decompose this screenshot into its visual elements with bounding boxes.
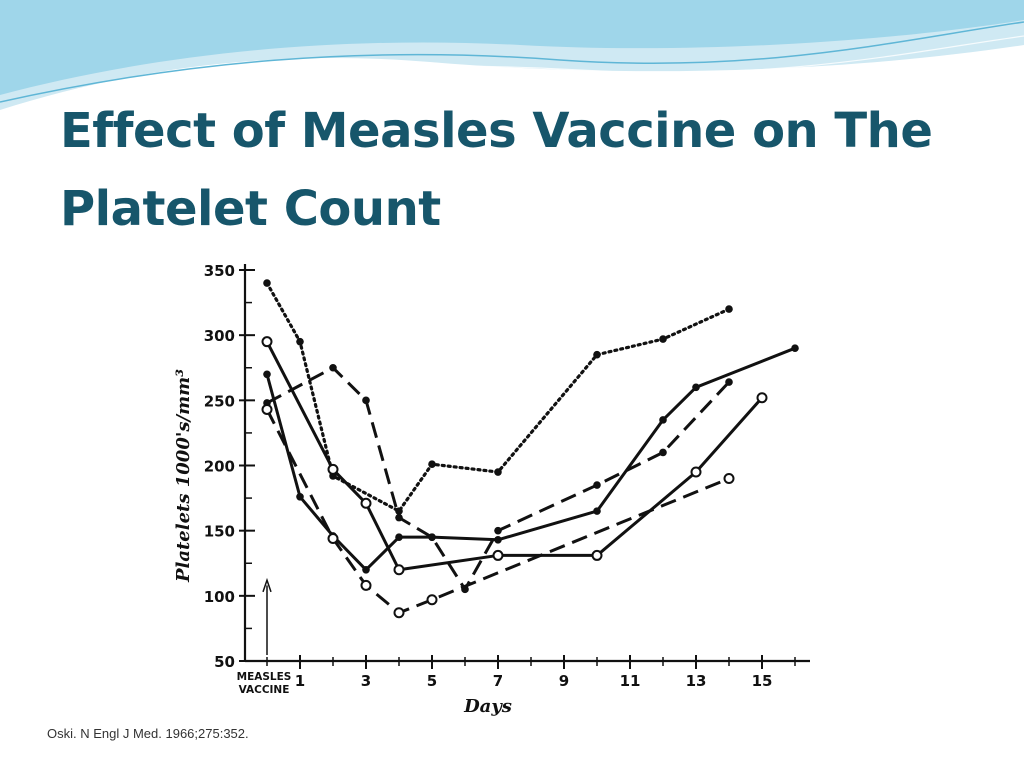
data-point [692, 383, 700, 392]
data-point [659, 335, 667, 343]
x-tick-label: 5 [427, 672, 437, 690]
x-tick-label: 13 [686, 672, 707, 690]
data-point [426, 594, 438, 606]
series-line-4 [265, 346, 796, 572]
x-tick-label: 15 [752, 672, 773, 690]
data-point [261, 336, 273, 348]
y-axis-label: Platelets 1000's/mm³ [173, 369, 194, 583]
data-point [494, 535, 502, 544]
data-point [591, 549, 603, 561]
data-point [395, 533, 403, 541]
data-point [263, 279, 271, 287]
y-tick-label: 350 [204, 262, 235, 280]
data-point [593, 507, 601, 515]
series-line-3 [265, 340, 764, 572]
y-tick-label: 200 [204, 458, 235, 476]
data-point [395, 513, 403, 522]
x-tick-label: 1 [295, 672, 305, 690]
y-tick-label: 100 [204, 588, 235, 606]
y-tick-label: 50 [214, 653, 235, 671]
data-point [593, 481, 601, 489]
data-point [723, 473, 735, 485]
data-point [428, 460, 436, 468]
data-point [395, 507, 403, 515]
data-point [593, 350, 601, 359]
x-marker-label-line2: VACCINE [239, 684, 290, 696]
data-point [327, 463, 339, 475]
chart-axes [239, 264, 810, 669]
data-point [362, 396, 370, 405]
data-point [659, 416, 667, 424]
data-point [296, 337, 304, 346]
data-point [756, 392, 768, 404]
data-point [296, 492, 304, 501]
y-tick-label: 300 [204, 327, 235, 345]
slide-title: Effect of Measles Vaccine on The Platele… [60, 92, 980, 248]
data-point [329, 363, 337, 372]
chart-figure: 50 100 150 200 250 300 350 1 3 5 7 9 11 13 15 MEASLES VA… [155, 246, 836, 732]
data-point [428, 533, 436, 541]
data-point [659, 448, 667, 457]
title-line-1: Effect of Measles Vaccine on The [60, 103, 933, 159]
data-point [791, 344, 799, 352]
vaccine-arrow-head [262, 577, 272, 593]
y-tick-label: 150 [204, 523, 235, 541]
x-axis-label: Days [463, 696, 512, 717]
data-point [360, 579, 372, 591]
data-point [327, 532, 339, 544]
data-point [393, 564, 405, 576]
x-tick-label: 9 [559, 672, 569, 690]
data-point [263, 370, 271, 379]
data-point [261, 403, 273, 415]
citation: Oski. N Engl J Med. 1966;275:352. [47, 726, 249, 741]
title-line-2: Platelet Count [60, 181, 441, 237]
top-wave-accent [0, 0, 1024, 95]
series-line-5 [265, 408, 730, 615]
data-point [393, 607, 405, 619]
chart-series [261, 279, 799, 619]
x-tick-label: 11 [620, 672, 641, 690]
data-point [690, 466, 702, 478]
x-marker-label-line1: MEASLES [237, 671, 292, 683]
x-tick-label: 7 [493, 672, 503, 690]
data-point [725, 378, 733, 386]
data-point [725, 305, 733, 313]
y-tick-label: 250 [204, 392, 235, 410]
data-point [362, 565, 370, 574]
x-tick-label: 3 [361, 672, 371, 690]
data-point [494, 526, 502, 535]
data-point [492, 549, 504, 561]
data-point [494, 468, 502, 476]
data-point [360, 497, 372, 509]
